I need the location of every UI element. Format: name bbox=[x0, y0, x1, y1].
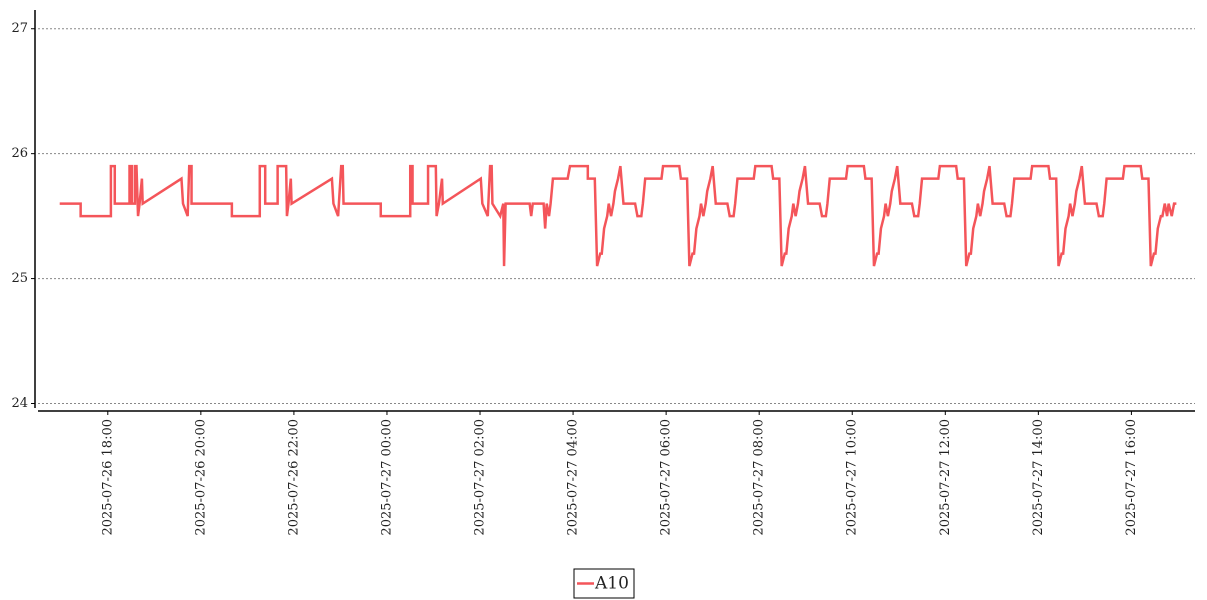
x-tick-label: 2025-07-27 02:00 bbox=[473, 419, 488, 536]
legend-label: A10 bbox=[594, 574, 629, 594]
x-tick-label: 2025-07-26 22:00 bbox=[286, 419, 301, 536]
y-tick-label: 25 bbox=[11, 271, 28, 286]
x-tick-label: 2025-07-27 12:00 bbox=[938, 419, 953, 536]
x-tick-label: 2025-07-27 14:00 bbox=[1031, 419, 1046, 536]
y-tick-label: 26 bbox=[11, 146, 28, 161]
x-tick-label: 2025-07-27 04:00 bbox=[566, 419, 581, 536]
x-tick-label: 2025-07-27 06:00 bbox=[659, 419, 674, 536]
x-tick-label: 2025-07-27 08:00 bbox=[752, 419, 767, 536]
x-tick-label: 2025-07-27 16:00 bbox=[1124, 419, 1139, 536]
x-tick-label: 2025-07-26 18:00 bbox=[100, 419, 115, 536]
y-tick-label: 24 bbox=[11, 396, 28, 411]
x-tick-label: 2025-07-26 20:00 bbox=[193, 419, 208, 536]
y-tick-label: 27 bbox=[11, 21, 28, 36]
legend: A10 bbox=[573, 568, 635, 599]
x-tick-label: 2025-07-27 10:00 bbox=[845, 419, 860, 536]
data-line bbox=[59, 164, 1177, 267]
x-tick-label: 2025-07-27 00:00 bbox=[379, 419, 394, 536]
